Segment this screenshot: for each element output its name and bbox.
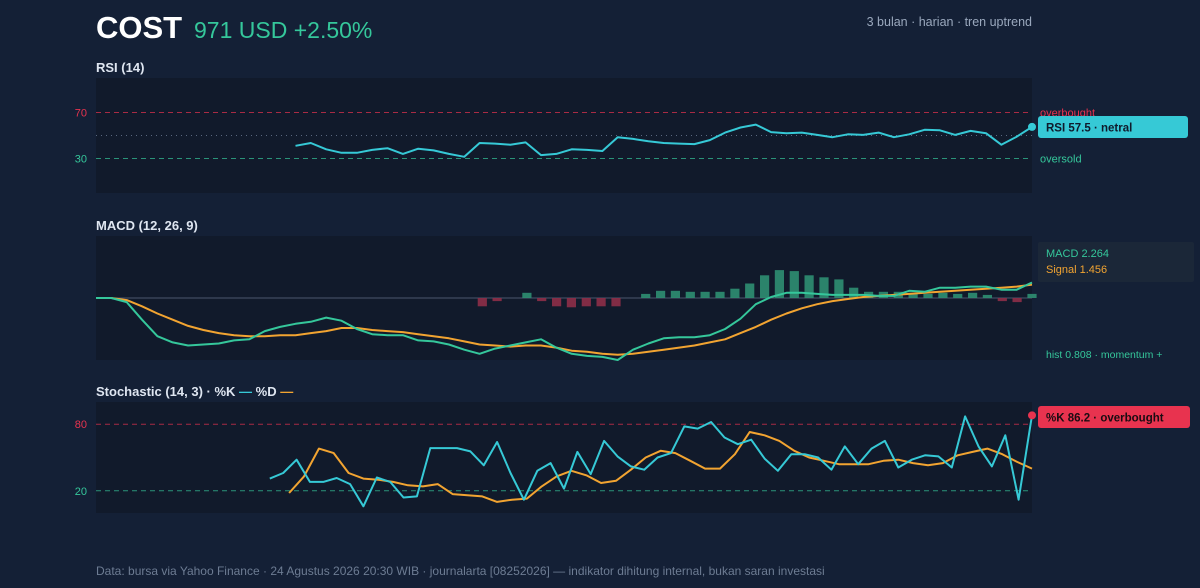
rsi-line	[295, 123, 1033, 158]
macd-hist-bar	[656, 290, 666, 298]
macd-hist-bar	[953, 293, 963, 298]
macd-hist-bar	[581, 298, 591, 307]
macd-hist-bar	[745, 283, 755, 298]
rsi-oversold-label: oversold	[1040, 154, 1082, 166]
macd-hist-bar	[804, 275, 814, 298]
macd-hist-bar	[730, 288, 740, 298]
rsi-panel-title: RSI (14)	[96, 60, 145, 75]
macd-hist-label: hist 0.808 · momentum +	[1046, 349, 1162, 361]
macd-hist-bar	[700, 291, 710, 298]
macd-hist-bar	[923, 293, 933, 298]
macd-hist-bar	[477, 298, 487, 307]
chart-meta: 3 bulan · harian · tren uptrend	[866, 15, 1032, 29]
ticker-symbol: COST	[96, 10, 183, 45]
macd-hist-bar	[789, 271, 799, 298]
stoch-title-text: Stochastic (14, 3) · %K	[96, 384, 240, 399]
rsi-latest-label: RSI 57.5 · netral	[1046, 123, 1132, 135]
macd-hist-bar	[522, 292, 532, 298]
macd-hist-bar	[566, 298, 576, 308]
stoch-legend-k: —	[239, 384, 253, 399]
macd-hist-bar	[819, 277, 829, 298]
macd-hist-bar	[596, 298, 606, 307]
stoch-tick-80: 80	[75, 419, 87, 431]
stoch-latest-badge	[1038, 406, 1190, 428]
stoch-legend-d: —	[280, 384, 294, 399]
macd-hist-bar	[938, 292, 948, 298]
macd-hist-bar	[982, 294, 992, 298]
macd-hist-bar	[641, 293, 651, 298]
rsi-tick-70: 70	[75, 108, 87, 120]
macd-hist-bar	[1012, 298, 1022, 303]
rsi-last-point	[1028, 122, 1036, 131]
macd-hist-bar	[715, 291, 725, 298]
macd-hist-bar	[760, 275, 770, 298]
signal-latest-label: Signal 1.456	[1046, 264, 1107, 276]
price-change: 971 USD +2.50%	[194, 17, 373, 43]
macd-hist-bar	[1027, 293, 1037, 298]
rsi-tick-30: 30	[75, 154, 87, 166]
macd-hist-bar	[849, 287, 859, 298]
macd-hist-bar	[492, 298, 502, 302]
macd-line	[96, 281, 1033, 361]
macd-hist-bar	[774, 270, 784, 298]
stoch-last-point	[1028, 411, 1036, 420]
stoch-k-line	[269, 415, 1033, 508]
footer-note: Data: bursa via Yahoo Finance · 24 Agust…	[96, 564, 825, 578]
rsi-latest-badge	[1038, 116, 1188, 138]
macd-hist-bar	[908, 292, 918, 298]
stoch-plot-area	[96, 402, 1032, 513]
macd-hist-bar	[834, 279, 844, 298]
macd-hist-bar	[670, 290, 680, 298]
macd-hist-bar	[968, 292, 978, 298]
macd-hist-bar	[611, 298, 621, 307]
macd-hist-bar	[685, 291, 695, 298]
macd-latest-label: MACD 2.264	[1046, 248, 1109, 260]
macd-hist-bar	[997, 298, 1007, 302]
macd-hist-bar	[552, 298, 562, 307]
macd-hist-bar	[537, 298, 547, 302]
macd-value-box	[1038, 242, 1194, 282]
stoch-latest-label: %K 86.2 · overbought	[1046, 413, 1164, 425]
stoch-panel-title: Stochastic (14, 3) · %K — %D —	[96, 384, 293, 399]
stoch-legend-d-label: %D	[252, 384, 281, 399]
stoch-tick-20: 20	[75, 486, 87, 498]
macd-panel-title: MACD (12, 26, 9)	[96, 218, 198, 233]
